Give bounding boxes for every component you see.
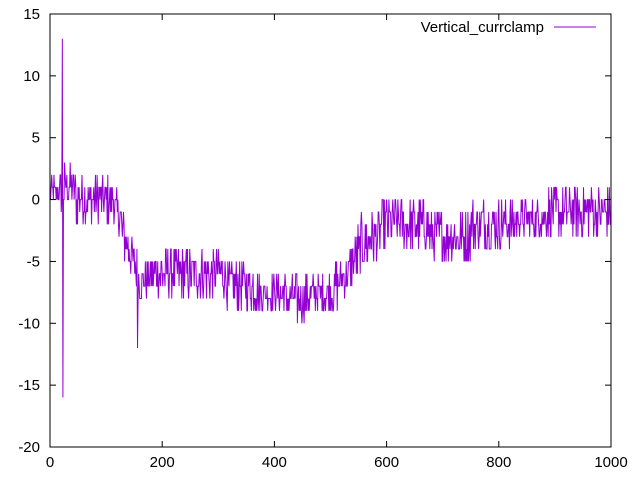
y-tick-label: -15 [18,377,40,394]
x-tick-label: 200 [150,454,175,471]
legend-label: Vertical_currclamp [421,19,544,36]
x-tick-label: 400 [262,454,287,471]
plot-frame [49,13,612,448]
x-tick-label: 1000 [594,454,627,471]
y-tick-label: 15 [23,6,40,23]
y-tick-labels: -20 -15 -10 -5 0 5 10 15 [18,6,40,456]
legend: Vertical_currclamp [421,19,596,36]
ticks-group [49,13,612,448]
y-tick-label: -5 [27,253,40,270]
series-line-vertical-currclamp [49,38,611,398]
y-tick-label: 10 [23,68,40,85]
y-tick-label: 0 [32,192,40,209]
x-tick-label: 0 [46,454,54,471]
y-tick-label: -10 [18,315,40,332]
x-tick-label: 800 [486,454,511,471]
x-tick-labels: 0 200 400 600 800 1000 [46,454,628,471]
series-group [49,38,611,398]
y-tick-label: -20 [18,439,40,456]
y-tick-label: 5 [32,130,40,147]
x-tick-label: 600 [374,454,399,471]
